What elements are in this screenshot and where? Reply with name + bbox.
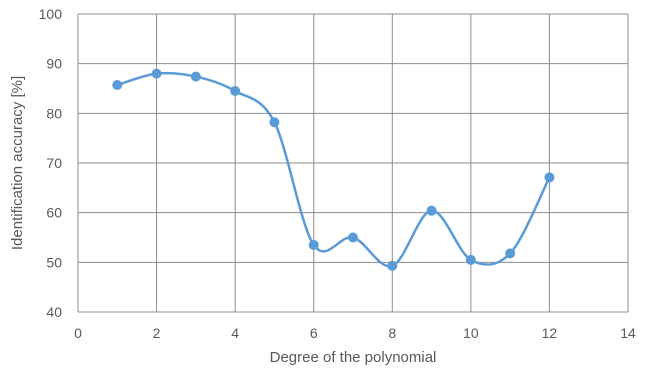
grid [77, 13, 629, 313]
data-point [230, 85, 241, 96]
data-point [387, 260, 398, 271]
data-point [269, 117, 280, 128]
data-point [426, 205, 437, 216]
y-tick-label: 100 [39, 6, 63, 22]
x-tick-label: 2 [153, 325, 161, 341]
x-tick-label: 6 [310, 325, 318, 341]
x-tick-label: 10 [463, 325, 479, 341]
y-tick-label: 70 [46, 155, 62, 171]
data-point [190, 71, 201, 82]
y-tick-label: 80 [46, 105, 62, 121]
x-tick-label: 8 [388, 325, 396, 341]
tick-labels: 40 50 60 70 80 90 100 0 2 4 6 8 10 12 14 [39, 6, 636, 341]
x-tick-label: 0 [74, 325, 82, 341]
y-tick-label: 60 [46, 205, 62, 221]
data-point [112, 80, 123, 91]
x-tick-label: 4 [231, 325, 239, 341]
series [112, 68, 555, 271]
data-point [151, 68, 162, 79]
data-point [348, 232, 358, 243]
x-tick-label: 14 [620, 325, 636, 341]
x-axis-title: Degree of the polynomial [270, 349, 437, 366]
data-point [505, 248, 516, 259]
series-line [116, 71, 551, 268]
data-point [308, 239, 319, 250]
y-axis-title: Identification accuracy [%] [9, 76, 26, 250]
x-tick-label: 12 [542, 325, 558, 341]
y-tick-label: 40 [46, 304, 62, 320]
data-point [544, 172, 555, 183]
y-tick-label: 50 [46, 254, 62, 270]
y-tick-label: 90 [46, 56, 62, 72]
data-point [465, 254, 476, 265]
